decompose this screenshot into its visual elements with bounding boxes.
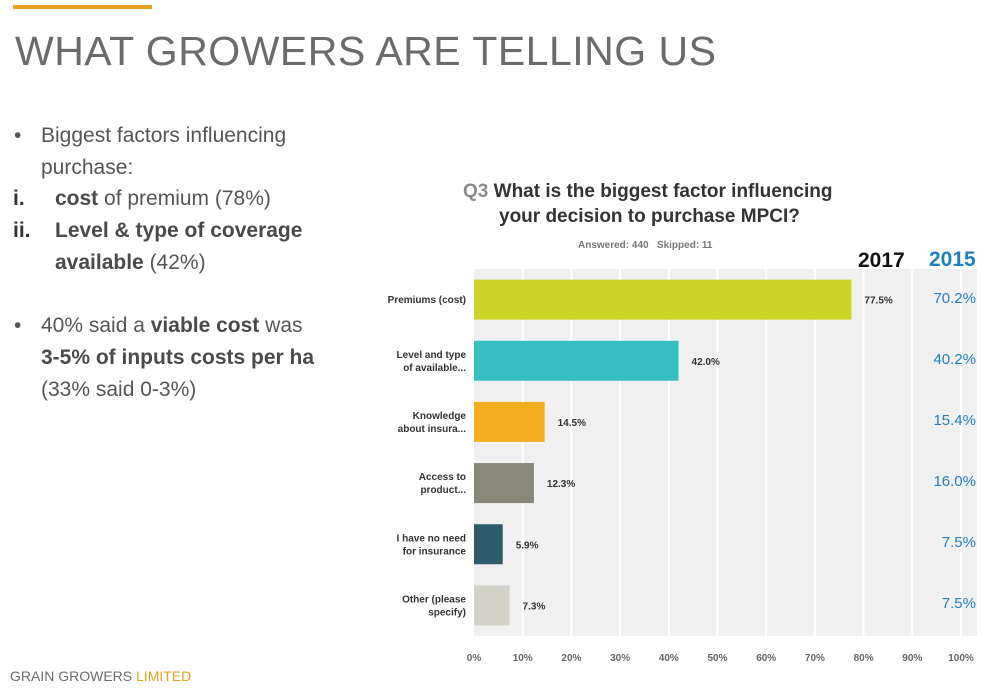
- bar-2017: [474, 340, 679, 381]
- bullet-2-line-3: (33% said 0-3%): [41, 378, 197, 401]
- x-tick-label: 40%: [659, 653, 679, 664]
- value-2015: 7.5%: [941, 595, 976, 613]
- chart-title: Q3 What is the biggest factor influencin…: [463, 179, 833, 229]
- chart-answer-stats: Answered: 440 Skipped: 11: [578, 240, 713, 251]
- category-label: I have no need for insurance: [397, 533, 467, 557]
- bar-value-label-2017: 12.3%: [547, 479, 575, 490]
- sub-item-ii-rest: (42%): [143, 251, 206, 274]
- category-label-line: Knowledge: [413, 411, 467, 422]
- footer-brand: GRAIN GROWERS LIMITED: [10, 668, 191, 684]
- footer-brand-name: GRAIN GROWERS: [10, 668, 133, 684]
- category-label: Level and type of available...: [397, 350, 467, 374]
- chart-title-text-1: What is the biggest factor influencing: [493, 181, 833, 202]
- sub-item-ii-line-2: available (42%): [55, 247, 206, 279]
- x-tick-label: 10%: [513, 653, 533, 664]
- bullet-dot: •: [14, 124, 22, 147]
- chart-title-line-2: your decision to purchase MPCI?: [499, 206, 800, 227]
- category-label-line: Other (please: [402, 594, 466, 605]
- category-label: Knowledge about insura...: [398, 411, 467, 435]
- bar-2017: [474, 279, 852, 320]
- chart-title-line-1: Q3 What is the biggest factor influencin…: [463, 179, 833, 204]
- x-tick-label: 60%: [756, 653, 776, 664]
- bullet-2-bold: viable cost: [150, 314, 260, 337]
- sub-item-i-number: i.: [13, 187, 25, 210]
- bar-2017: [474, 524, 503, 565]
- survey-chart: Q3 What is the biggest factor influencin…: [358, 158, 989, 693]
- x-tick-label: 70%: [805, 653, 825, 664]
- bullet-2-line-2: 3-5% of inputs costs per ha: [41, 346, 315, 369]
- x-tick-label: 90%: [902, 653, 922, 664]
- title-accent-bar: [13, 5, 152, 9]
- bullet-dot: •: [14, 314, 22, 337]
- bar-value-label-2017: 42.0%: [692, 357, 720, 368]
- value-2015: 7.5%: [941, 534, 976, 552]
- value-2015: 40.2%: [933, 350, 976, 368]
- category-label-line: product...: [420, 485, 466, 496]
- bullet-1-line-2: purchase:: [41, 156, 134, 179]
- value-2015: 15.4%: [933, 411, 976, 429]
- legend-2017: 2017: [858, 249, 905, 272]
- x-tick-label: 80%: [854, 653, 874, 664]
- x-tick-label: 30%: [610, 653, 630, 664]
- sub-item-ii-bold-2: available: [55, 251, 144, 274]
- category-label-line: of available...: [403, 363, 466, 374]
- question-number: Q3: [463, 181, 489, 202]
- slide-title: WHAT GROWERS ARE TELLING US: [15, 28, 717, 74]
- x-tick-label: 50%: [707, 653, 727, 664]
- category-label-line: about insura...: [398, 424, 467, 435]
- category-label-line: specify): [428, 607, 466, 618]
- bar-2017: [474, 401, 545, 442]
- x-tick-label: 100%: [948, 653, 974, 664]
- category-label-line: for insurance: [403, 546, 467, 557]
- sub-item-i-text: cost of premium (78%): [55, 183, 271, 215]
- sub-item-i-rest: of premium (78%): [98, 187, 271, 210]
- footer-brand-suffix: LIMITED: [136, 668, 192, 684]
- sub-item-ii-bold-1: Level & type of coverage: [55, 219, 303, 242]
- bullet-2-pre: 40% said a: [41, 314, 151, 337]
- category-label: Premiums (cost): [388, 295, 466, 306]
- category-label-line: Premiums (cost): [388, 295, 466, 306]
- category-label-line: I have no need: [397, 533, 466, 544]
- bar-value-label-2017: 77.5%: [864, 296, 892, 307]
- bar-value-label-2017: 14.5%: [558, 418, 586, 429]
- bar-2017: [474, 585, 510, 626]
- value-2015: 70.2%: [933, 289, 976, 307]
- x-tick-label: 20%: [561, 653, 581, 664]
- sub-item-ii-number: ii.: [13, 219, 31, 242]
- bullet-2-post: was: [259, 314, 303, 337]
- category-label-line: Access to: [419, 472, 466, 483]
- category-label: Access to product...: [419, 472, 466, 496]
- bullet-1-line-1: Biggest factors influencing: [41, 124, 287, 147]
- sub-item-i-bold: cost: [55, 187, 99, 210]
- bar-value-label-2017: 5.9%: [516, 540, 539, 551]
- x-tick-label: 0%: [467, 653, 482, 664]
- bullet-2-line-1: 40% said a viable cost was: [41, 310, 303, 342]
- plot-area: [474, 269, 977, 636]
- bar-2017: [474, 463, 534, 504]
- legend-2015: 2015: [929, 248, 976, 271]
- value-2015: 16.0%: [933, 473, 976, 491]
- category-label: Other (please specify): [402, 594, 466, 618]
- bar-chart-svg: 0% 10% 20% 30% 40% 50% 60% 70% 80% 90% 100% Premium…: [388, 269, 977, 664]
- bar-value-label-2017: 7.3%: [523, 601, 546, 612]
- category-label-line: Level and type: [397, 350, 467, 361]
